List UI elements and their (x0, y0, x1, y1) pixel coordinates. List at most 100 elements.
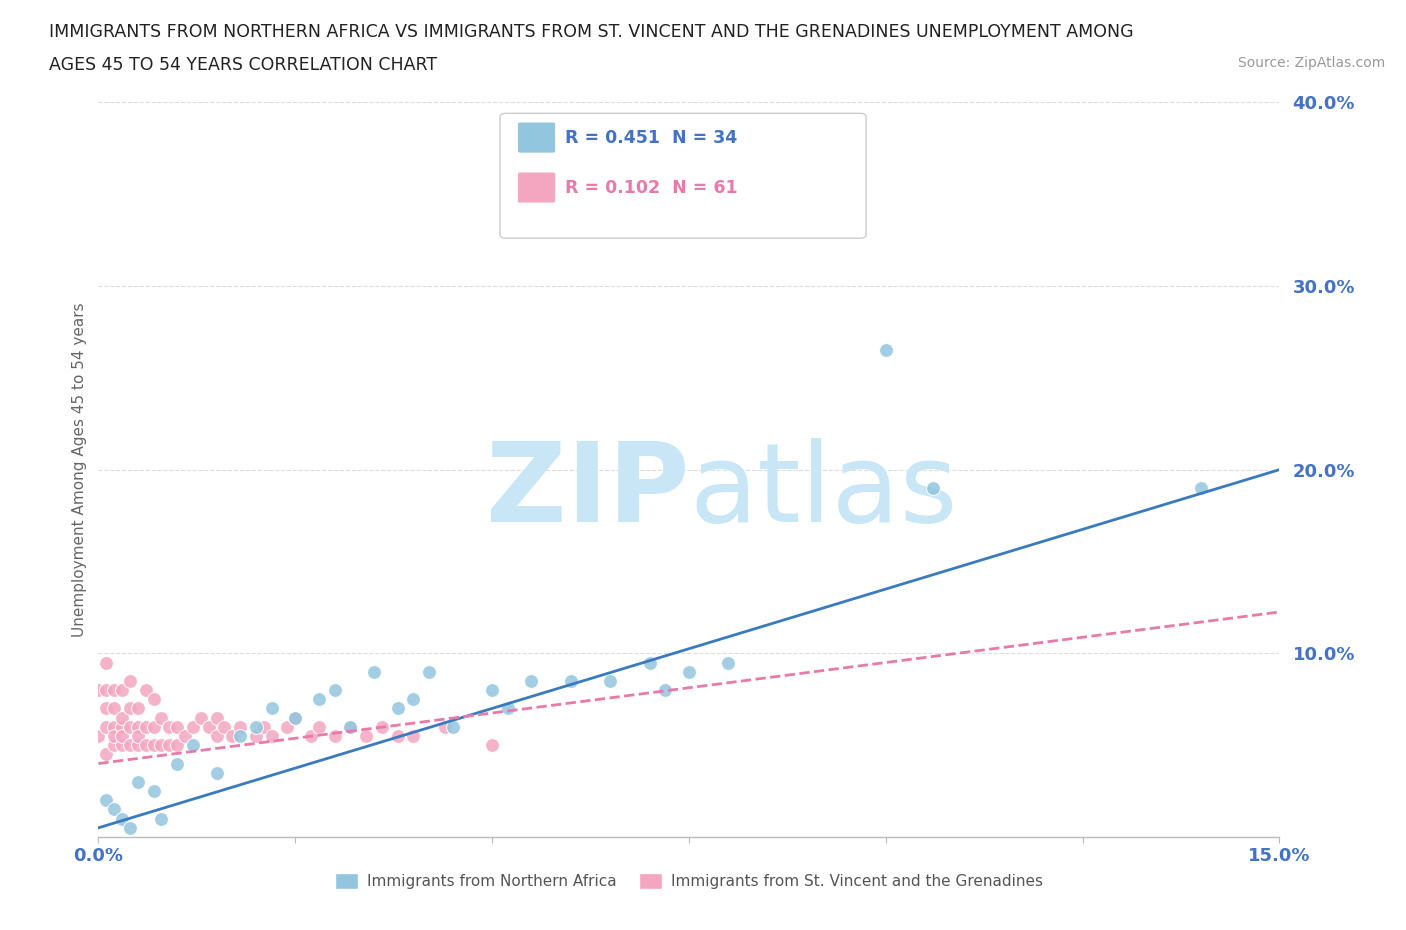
Point (103, 737, 125, 752)
Point (308, 720, 330, 735)
Point (118, 820, 141, 835)
Point (284, 711, 307, 725)
Point (174, 728, 197, 743)
Point (875, 343, 897, 358)
Point (387, 728, 409, 743)
Text: IMMIGRANTS FROM NORTHERN AFRICA VS IMMIGRANTS FROM ST. VINCENT AND THE GRENADINE: IMMIGRANTS FROM NORTHERN AFRICA VS IMMIG… (49, 23, 1133, 41)
Point (481, 683, 503, 698)
Point (142, 737, 165, 752)
Point (96, 655, 118, 670)
Point (339, 720, 361, 735)
Point (599, 673, 621, 688)
Point (260, 728, 283, 743)
Point (214, 720, 236, 735)
Y-axis label: Unemployment Among Ages 45 to 54 years: Unemployment Among Ages 45 to 54 years (72, 302, 87, 637)
Point (560, 673, 582, 688)
Point (157, 737, 180, 752)
Point (253, 720, 276, 735)
Point (205, 711, 228, 725)
Point (118, 737, 141, 752)
Point (181, 720, 204, 735)
Point (111, 711, 134, 725)
Point (354, 728, 377, 743)
Point (135, 720, 157, 735)
Point (127, 701, 149, 716)
Point (127, 775, 149, 790)
Point (654, 683, 676, 698)
Point (402, 728, 425, 743)
Point (103, 802, 125, 817)
Point (103, 720, 125, 735)
Point (276, 720, 298, 735)
Point (127, 728, 149, 743)
Point (135, 683, 157, 698)
Point (520, 673, 543, 688)
Point (363, 664, 385, 679)
Point (103, 683, 125, 698)
Text: Source: ZipAtlas.com: Source: ZipAtlas.com (1237, 56, 1385, 70)
Point (496, 701, 519, 716)
Point (96, 720, 118, 735)
Point (142, 784, 165, 799)
Point (157, 720, 180, 735)
Point (96, 747, 118, 762)
Point (96, 792, 118, 807)
Point (118, 701, 141, 716)
Point (166, 737, 188, 752)
Point (111, 720, 134, 735)
Point (433, 720, 456, 735)
Point (118, 673, 141, 688)
Text: ZIP: ZIP (485, 438, 689, 545)
Point (103, 728, 125, 743)
Point (96, 701, 118, 716)
Text: atlas: atlas (689, 438, 957, 545)
FancyBboxPatch shape (517, 172, 555, 203)
Point (371, 720, 394, 735)
Point (135, 737, 157, 752)
Point (127, 720, 149, 735)
Point (221, 728, 243, 743)
Point (922, 481, 945, 496)
Point (166, 756, 188, 771)
Point (284, 711, 307, 725)
Point (181, 737, 204, 752)
Point (441, 720, 464, 735)
Point (96, 683, 118, 698)
FancyBboxPatch shape (517, 122, 555, 153)
Point (142, 720, 165, 735)
Text: R = 0.102  N = 61: R = 0.102 N = 61 (565, 179, 738, 196)
FancyBboxPatch shape (501, 113, 866, 238)
Text: R = 0.451  N = 34: R = 0.451 N = 34 (565, 128, 737, 147)
Point (717, 655, 740, 670)
Point (481, 737, 503, 752)
Point (402, 692, 425, 707)
Point (205, 765, 228, 780)
Point (87, 683, 110, 698)
Point (111, 683, 134, 698)
Point (418, 664, 440, 679)
Point (245, 728, 267, 743)
Point (339, 720, 361, 735)
Point (103, 701, 125, 716)
Point (229, 720, 252, 735)
Point (150, 737, 173, 752)
Point (308, 692, 330, 707)
Point (127, 737, 149, 752)
Point (323, 728, 346, 743)
Point (190, 711, 212, 725)
Text: AGES 45 TO 54 YEARS CORRELATION CHART: AGES 45 TO 54 YEARS CORRELATION CHART (49, 56, 437, 73)
Point (1189, 481, 1212, 496)
Point (197, 720, 219, 735)
Point (229, 728, 252, 743)
Point (150, 811, 173, 826)
Point (142, 692, 165, 707)
Legend: Immigrants from Northern Africa, Immigrants from St. Vincent and the Grenadines: Immigrants from Northern Africa, Immigra… (329, 868, 1049, 896)
Point (118, 720, 141, 735)
Point (166, 720, 188, 735)
Point (111, 811, 134, 826)
Point (111, 728, 134, 743)
Point (678, 664, 700, 679)
Point (87, 728, 110, 743)
Point (260, 701, 283, 716)
Point (323, 683, 346, 698)
